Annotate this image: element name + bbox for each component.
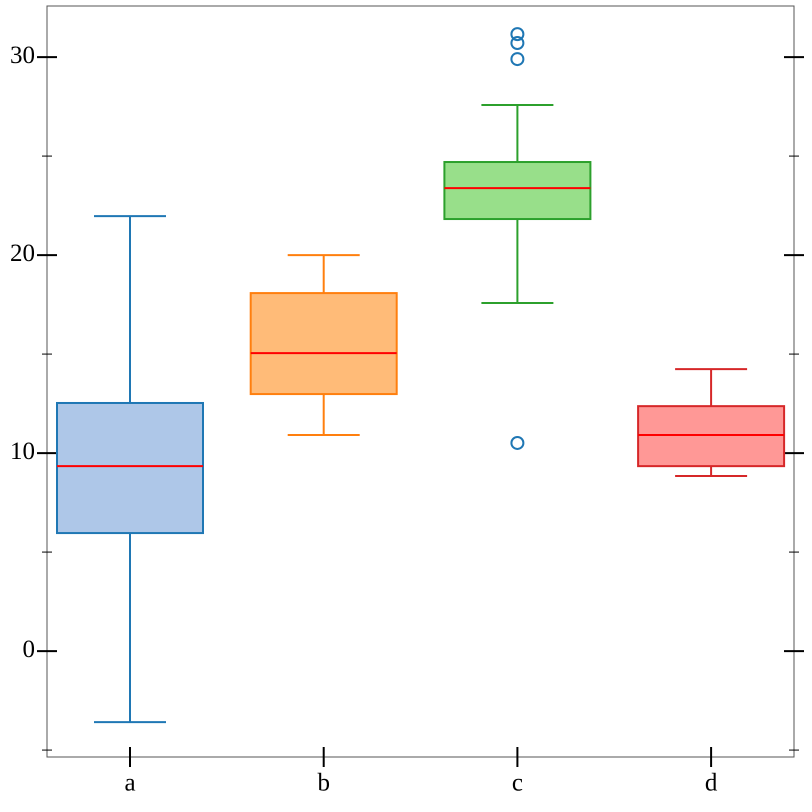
y-tick-label: 30 xyxy=(10,42,35,69)
plot-frame xyxy=(46,5,795,758)
y-tick-label: 10 xyxy=(10,438,35,465)
flier xyxy=(510,27,525,42)
flier xyxy=(510,435,525,450)
x-tick-label: a xyxy=(124,770,135,797)
box xyxy=(249,292,398,396)
box xyxy=(443,161,592,221)
y-tick-label: 0 xyxy=(23,636,36,663)
x-tick-label: d xyxy=(705,770,718,797)
x-tick-label: c xyxy=(512,770,523,797)
x-tick-label: b xyxy=(317,770,330,797)
flier xyxy=(510,36,525,51)
box xyxy=(56,401,204,535)
flier xyxy=(510,52,525,67)
y-tick-label: 20 xyxy=(10,240,35,267)
box xyxy=(637,405,786,468)
